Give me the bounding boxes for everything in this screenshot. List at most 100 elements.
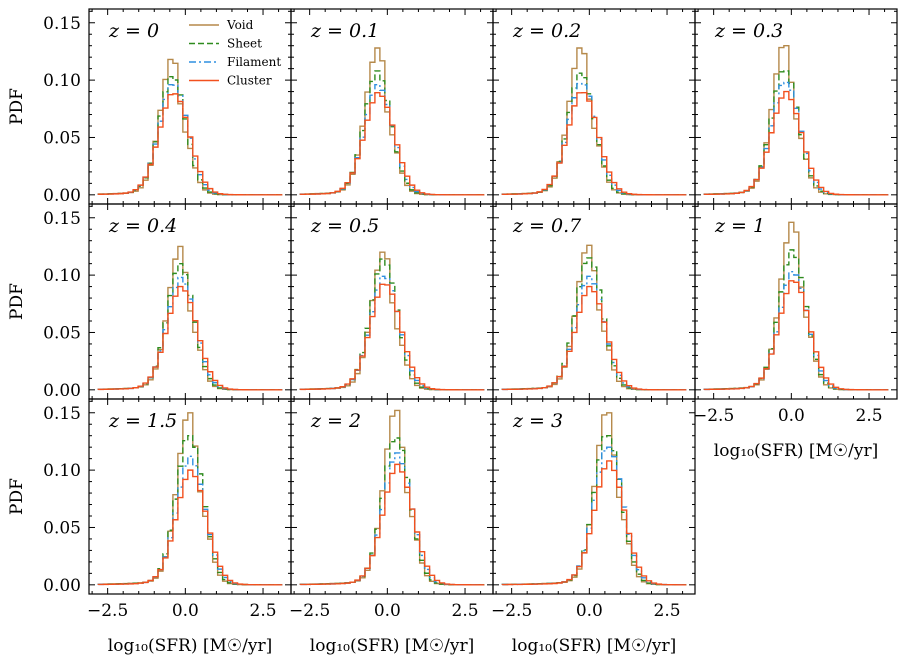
panel-label: z = 0.7: [512, 215, 582, 237]
panel-label: z = 0.3: [714, 20, 783, 42]
panel-label: z = 1: [714, 215, 765, 237]
panel-3: z = 0.3: [694, 8, 898, 205]
y-tick-label: 0.05: [43, 128, 81, 148]
panel-label: z = 0: [108, 20, 159, 42]
legend-label-sheet: Sheet: [227, 37, 262, 51]
histogram-sheet: [97, 262, 283, 391]
histogram-filament: [501, 446, 687, 586]
histograms: [299, 47, 485, 196]
histogram-void: [501, 412, 687, 586]
histogram-void: [501, 47, 687, 196]
histograms: [97, 58, 283, 196]
histograms: [501, 47, 687, 196]
panel-label: z = 0.1: [310, 20, 379, 42]
legend-label-void: Void: [226, 18, 254, 32]
panel-2: z = 0.2: [492, 8, 696, 205]
histogram-sheet: [97, 75, 283, 196]
panel-8: 0.00 0.05 0.10 0.15 PDF −2.5 0.0 2.5 log₁₀(SFR) …: [7, 398, 292, 656]
histogram-cluster: [97, 93, 283, 196]
panel-label: z = 1.5: [108, 410, 177, 432]
y-axis-title: PDF: [7, 478, 27, 515]
y-axis-title: PDF: [7, 283, 27, 320]
histogram-filament: [299, 84, 485, 196]
x-tick-label: 2.5: [250, 601, 277, 621]
histograms: [299, 409, 485, 586]
x-tick-label: 0.0: [778, 406, 805, 426]
histogram-void: [501, 244, 687, 391]
histogram-void: [97, 412, 283, 586]
x-tick-label: 2.5: [654, 601, 681, 621]
panel-label: z = 0.4: [108, 215, 177, 237]
histogram-cluster: [299, 283, 485, 391]
histogram-filament: [501, 82, 687, 196]
histograms: [97, 412, 283, 586]
y-axis-title: PDF: [7, 88, 27, 125]
x-tick-label: 0.0: [374, 601, 401, 621]
panel-frame: [492, 398, 696, 595]
histogram-filament: [299, 275, 485, 391]
x-tick-label: 2.5: [856, 406, 883, 426]
x-tick-label: 0.0: [172, 601, 199, 621]
histogram-filament: [97, 276, 283, 391]
x-tick-label: −2.5: [289, 601, 330, 621]
histogram-filament: [97, 84, 283, 196]
y-tick-label: 0.10: [43, 461, 81, 481]
histograms: [703, 221, 889, 391]
histogram-cluster: [703, 280, 889, 391]
panel-5: z = 0.5: [290, 203, 494, 400]
panel-10: −2.5 0.0 2.5 log₁₀(SFR) [M☉/yr] z = 3: [491, 398, 696, 656]
panel-1: z = 0.1: [290, 8, 494, 205]
legend-label-filament: Filament: [227, 55, 281, 69]
histogram-filament: [299, 452, 485, 586]
histogram-filament: [97, 455, 283, 586]
panel-7: −2.5 0.0 2.5 log₁₀(SFR) [M☉/yr] z = 1: [693, 203, 898, 461]
histograms: [299, 251, 485, 391]
y-tick-label: 0.00: [43, 576, 81, 596]
histogram-cluster: [501, 92, 687, 196]
y-tick-label: 0.15: [43, 14, 81, 34]
histograms: [97, 245, 283, 391]
x-tick-label: 2.5: [452, 601, 479, 621]
panel-0: 0.00 0.05 0.10 0.15 PDF z = 0 Void Sheet Filamen…: [7, 8, 292, 206]
histogram-void: [299, 409, 485, 586]
x-axis-title: log₁₀(SFR) [M☉/yr]: [310, 636, 474, 656]
panel-4: 0.00 0.05 0.10 0.15 PDF z = 0.4: [7, 203, 292, 401]
x-tick-label: 0.0: [576, 601, 603, 621]
histogram-sheet: [299, 70, 485, 196]
histogram-cluster: [97, 469, 283, 586]
histogram-cluster: [501, 285, 687, 391]
x-axis-title: log₁₀(SFR) [M☉/yr]: [512, 636, 676, 656]
histogram-cluster: [299, 92, 485, 196]
y-tick-label: 0.05: [43, 518, 81, 538]
histogram-sheet: [703, 249, 889, 391]
x-axis-title: log₁₀(SFR) [M☉/yr]: [714, 441, 878, 461]
panel-6: z = 0.7: [492, 203, 696, 400]
panel-label: z = 2: [310, 410, 361, 432]
histogram-sheet: [299, 258, 485, 391]
x-tick-label: −2.5: [693, 406, 734, 426]
histogram-sheet: [299, 437, 485, 586]
histogram-void: [299, 251, 485, 391]
histogram-cluster: [501, 460, 687, 586]
histogram-cluster: [97, 285, 283, 391]
y-tick-label: 0.15: [43, 209, 81, 229]
histogram-sheet: [501, 72, 687, 196]
histogram-void: [299, 47, 485, 196]
x-tick-label: −2.5: [87, 601, 128, 621]
panel-label: z = 0.5: [310, 215, 379, 237]
y-tick-label: 0.05: [43, 323, 81, 343]
histograms: [703, 45, 889, 196]
y-tick-label: 0.10: [43, 266, 81, 286]
x-tick-label: −2.5: [491, 601, 532, 621]
histogram-sheet: [703, 70, 889, 196]
histogram-filament: [703, 270, 889, 391]
histogram-cluster: [703, 90, 889, 196]
panel-label: z = 0.2: [512, 20, 581, 42]
panel-frame: [694, 203, 898, 400]
legend-label-cluster: Cluster: [227, 74, 272, 88]
panel-label: z = 3: [512, 410, 563, 432]
histogram-sheet: [501, 257, 687, 391]
y-tick-label: 0.10: [43, 71, 81, 91]
y-tick-label: 0.15: [43, 404, 81, 424]
